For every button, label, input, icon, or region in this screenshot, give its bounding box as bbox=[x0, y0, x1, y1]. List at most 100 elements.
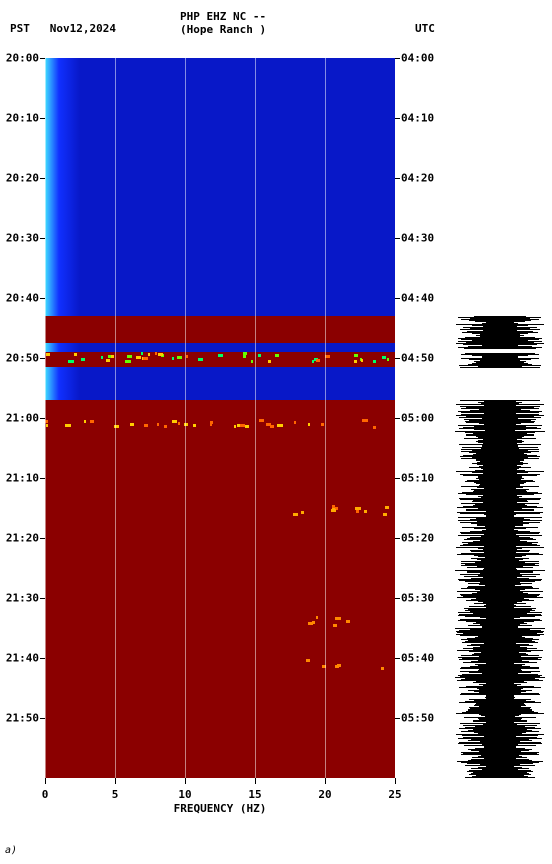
xtick-label: 20 bbox=[318, 788, 331, 801]
tz-right: UTC bbox=[415, 22, 435, 35]
xtick-mark bbox=[395, 778, 396, 784]
spectro-speckle bbox=[143, 357, 148, 360]
waveform-line bbox=[460, 367, 540, 368]
spectro-speckle bbox=[270, 425, 274, 428]
spectro-band bbox=[45, 400, 395, 778]
spectro-speckle bbox=[387, 358, 389, 361]
ytick-right: 05:30 bbox=[401, 592, 434, 605]
header-left: PST Nov12,2024 bbox=[10, 22, 116, 35]
spectro-speckle bbox=[130, 423, 135, 426]
spectro-speckle bbox=[81, 358, 85, 361]
spectro-band bbox=[45, 58, 395, 316]
date-label: Nov12,2024 bbox=[50, 22, 116, 35]
ytick-left: 20:30 bbox=[6, 232, 39, 245]
xtick-label: 15 bbox=[248, 788, 261, 801]
spectro-speckle bbox=[198, 358, 203, 361]
spectrogram-canvas bbox=[45, 58, 395, 778]
spectro-speckle bbox=[177, 356, 182, 359]
spectro-speckle bbox=[68, 360, 73, 363]
spectro-speckle bbox=[381, 667, 384, 670]
spectro-speckle bbox=[186, 355, 188, 358]
figure-label: a) bbox=[5, 845, 17, 856]
ytick-mark-left bbox=[40, 358, 45, 359]
spectro-speckle bbox=[178, 422, 181, 425]
xtick-label: 25 bbox=[388, 788, 401, 801]
ytick-mark-left bbox=[40, 658, 45, 659]
ytick-mark-right bbox=[395, 718, 400, 719]
ytick-mark-left bbox=[40, 538, 45, 539]
ytick-mark-right bbox=[395, 478, 400, 479]
spectro-speckle bbox=[268, 360, 271, 363]
ytick-left: 20:10 bbox=[6, 111, 39, 124]
ytick-mark-right bbox=[395, 178, 400, 179]
ytick-right: 05:00 bbox=[401, 412, 434, 425]
ytick-left: 21:20 bbox=[6, 532, 39, 545]
ytick-left: 20:40 bbox=[6, 291, 39, 304]
spectro-speckle bbox=[306, 659, 310, 662]
spectro-speckle bbox=[164, 425, 167, 428]
spectro-speckle bbox=[240, 424, 245, 427]
xtick-mark bbox=[115, 778, 116, 784]
xtick-label: 0 bbox=[42, 788, 49, 801]
spectro-speckle bbox=[110, 355, 114, 358]
spectro-speckle bbox=[127, 355, 131, 358]
ytick-right: 04:20 bbox=[401, 172, 434, 185]
ytick-right: 04:00 bbox=[401, 52, 434, 65]
spectro-speckle bbox=[84, 420, 86, 423]
station-line2: (Hope Ranch ) bbox=[180, 23, 266, 36]
spectro-speckle bbox=[316, 616, 318, 619]
spectro-speckle bbox=[382, 356, 387, 359]
ytick-mark-right bbox=[395, 238, 400, 239]
gridline-vertical bbox=[325, 58, 326, 778]
gridline-vertical bbox=[255, 58, 256, 778]
spectro-speckle bbox=[312, 621, 315, 624]
spectro-speckle bbox=[74, 353, 78, 356]
spectro-speckle bbox=[144, 424, 148, 427]
ytick-mark-left bbox=[40, 478, 45, 479]
spectro-speckle bbox=[172, 357, 174, 360]
spectro-speckle bbox=[346, 620, 350, 623]
x-axis: FREQUENCY (HZ) 0510152025 bbox=[45, 778, 395, 818]
ytick-mark-left bbox=[40, 58, 45, 59]
ytick-mark-left bbox=[40, 238, 45, 239]
ytick-mark-left bbox=[40, 178, 45, 179]
waveform-plot bbox=[455, 58, 545, 778]
ytick-left: 21:10 bbox=[6, 471, 39, 484]
spectro-speckle bbox=[141, 352, 143, 355]
xtick-mark bbox=[185, 778, 186, 784]
ytick-mark-right bbox=[395, 358, 400, 359]
gridline-vertical bbox=[185, 58, 186, 778]
spectro-speckle bbox=[136, 356, 140, 359]
spectro-band bbox=[45, 316, 395, 343]
xtick-label: 10 bbox=[178, 788, 191, 801]
spectro-speckle bbox=[172, 420, 176, 423]
spectro-speckle bbox=[90, 420, 93, 423]
spectro-speckle bbox=[234, 425, 236, 428]
spectro-speckle bbox=[125, 360, 131, 363]
spectro-speckle bbox=[46, 353, 50, 356]
spectro-speckle bbox=[361, 359, 363, 362]
header-center: PHP EHZ NC -- (Hope Ranch ) bbox=[180, 10, 266, 36]
xtick-mark bbox=[255, 778, 256, 784]
ytick-left: 21:30 bbox=[6, 592, 39, 605]
spectro-speckle bbox=[362, 419, 367, 422]
gridline-vertical bbox=[115, 58, 116, 778]
spectro-speckle bbox=[335, 617, 341, 620]
ytick-left: 21:40 bbox=[6, 651, 39, 664]
spectro-speckle bbox=[354, 354, 358, 357]
x-axis-label: FREQUENCY (HZ) bbox=[174, 802, 267, 815]
ytick-left: 20:20 bbox=[6, 172, 39, 185]
ytick-mark-right bbox=[395, 538, 400, 539]
station-line1: PHP EHZ NC -- bbox=[180, 10, 266, 23]
ytick-right: 04:40 bbox=[401, 291, 434, 304]
ytick-mark-left bbox=[40, 298, 45, 299]
waveform-gap bbox=[455, 349, 545, 353]
spectro-speckle bbox=[356, 510, 359, 513]
spectro-speckle bbox=[316, 359, 320, 362]
spectro-speckle bbox=[373, 360, 376, 363]
ytick-right: 05:50 bbox=[401, 712, 434, 725]
spectro-speckle bbox=[251, 360, 253, 363]
ytick-left: 21:50 bbox=[6, 712, 39, 725]
ytick-mark-left bbox=[40, 598, 45, 599]
ytick-mark-right bbox=[395, 58, 400, 59]
